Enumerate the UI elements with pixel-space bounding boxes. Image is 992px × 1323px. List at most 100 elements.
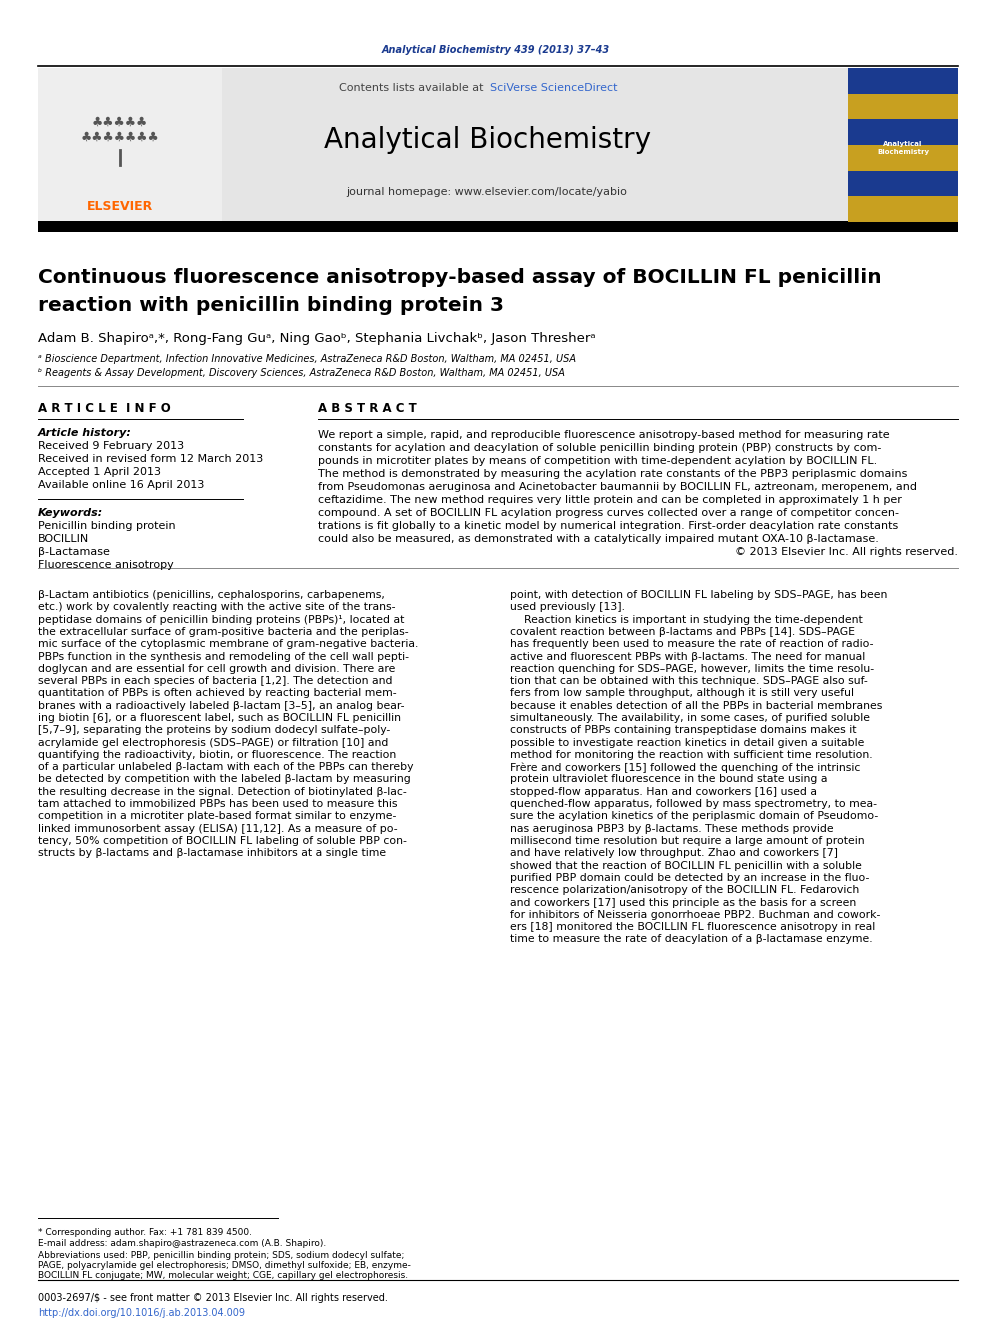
Text: Accepted 1 April 2013: Accepted 1 April 2013 — [38, 467, 161, 478]
Text: * Corresponding author. Fax: +1 781 839 4500.: * Corresponding author. Fax: +1 781 839 … — [38, 1228, 252, 1237]
Text: Keywords:: Keywords: — [38, 508, 103, 519]
Text: peptidase domains of penicillin binding proteins (PBPs)¹, located at: peptidase domains of penicillin binding … — [38, 615, 405, 624]
Text: SciVerse ScienceDirect: SciVerse ScienceDirect — [490, 83, 617, 93]
Text: Received 9 February 2013: Received 9 February 2013 — [38, 441, 185, 451]
Text: of a particular unlabeled β-lactam with each of the PBPs can thereby: of a particular unlabeled β-lactam with … — [38, 762, 414, 773]
Text: several PBPs in each species of bacteria [1,2]. The detection and: several PBPs in each species of bacteria… — [38, 676, 393, 687]
Text: nas aeruginosa PBP3 by β-lactams. These methods provide: nas aeruginosa PBP3 by β-lactams. These … — [510, 824, 833, 833]
Text: Frère and coworkers [15] followed the quenching of the intrinsic: Frère and coworkers [15] followed the qu… — [510, 762, 860, 773]
Bar — [848, 67, 958, 222]
Text: and coworkers [17] used this principle as the basis for a screen: and coworkers [17] used this principle a… — [510, 897, 856, 908]
Text: purified PBP domain could be detected by an increase in the fluo-: purified PBP domain could be detected by… — [510, 873, 869, 882]
Text: A R T I C L E  I N F O: A R T I C L E I N F O — [38, 402, 171, 415]
Text: mic surface of the cytoplasmic membrane of gram-negative bacteria.: mic surface of the cytoplasmic membrane … — [38, 639, 419, 650]
Text: fers from low sample throughput, although it is still very useful: fers from low sample throughput, althoug… — [510, 688, 854, 699]
Text: sure the acylation kinetics of the periplasmic domain of Pseudomo-: sure the acylation kinetics of the perip… — [510, 811, 878, 822]
Text: journal homepage: www.elsevier.com/locate/yabio: journal homepage: www.elsevier.com/locat… — [346, 187, 627, 197]
Bar — [848, 67, 958, 94]
Text: BOCILLIN FL conjugate; MW, molecular weight; CGE, capillary gel electrophoresis.: BOCILLIN FL conjugate; MW, molecular wei… — [38, 1271, 408, 1279]
Text: ᵃ Bioscience Department, Infection Innovative Medicines, AstraZeneca R&D Boston,: ᵃ Bioscience Department, Infection Innov… — [38, 355, 576, 364]
Text: simultaneously. The availability, in some cases, of purified soluble: simultaneously. The availability, in som… — [510, 713, 870, 722]
Text: covalent reaction between β-lactams and PBPs [14]. SDS–PAGE: covalent reaction between β-lactams and … — [510, 627, 855, 636]
Bar — [848, 94, 958, 119]
Text: and have relatively low throughput. Zhao and coworkers [7]: and have relatively low throughput. Zhao… — [510, 848, 838, 859]
Text: ing biotin [6], or a fluorescent label, such as BOCILLIN FL penicillin: ing biotin [6], or a fluorescent label, … — [38, 713, 401, 722]
Text: acrylamide gel electrophoresis (SDS–PAGE) or filtration [10] and: acrylamide gel electrophoresis (SDS–PAGE… — [38, 738, 389, 747]
Text: could also be measured, as demonstrated with a catalytically impaired mutant OXA: could also be measured, as demonstrated … — [318, 534, 879, 544]
Text: Abbreviations used: PBP, penicillin binding protein; SDS, sodium dodecyl sulfate: Abbreviations used: PBP, penicillin bind… — [38, 1252, 405, 1259]
Text: Article history:: Article history: — [38, 429, 132, 438]
Text: ceftazidime. The new method requires very little protein and can be completed in: ceftazidime. The new method requires ver… — [318, 495, 902, 505]
Text: Fluorescence anisotropy: Fluorescence anisotropy — [38, 560, 174, 570]
Text: Adam B. Shapiroᵃ,*, Rong-Fang Guᵃ, Ning Gaoᵇ, Stephania Livchakᵇ, Jason Thresher: Adam B. Shapiroᵃ,*, Rong-Fang Guᵃ, Ning … — [38, 332, 595, 345]
Text: BOCILLIN: BOCILLIN — [38, 534, 89, 544]
Text: point, with detection of BOCILLIN FL labeling by SDS–PAGE, has been: point, with detection of BOCILLIN FL lab… — [510, 590, 888, 601]
Text: tion that can be obtained with this technique. SDS–PAGE also suf-: tion that can be obtained with this tech… — [510, 676, 868, 687]
Text: structs by β-lactams and β-lactamase inhibitors at a single time: structs by β-lactams and β-lactamase inh… — [38, 848, 386, 859]
Text: reaction with penicillin binding protein 3: reaction with penicillin binding protein… — [38, 296, 504, 315]
Text: β-Lactam antibiotics (penicillins, cephalosporins, carbapenems,: β-Lactam antibiotics (penicillins, cepha… — [38, 590, 385, 601]
Text: compound. A set of BOCILLIN FL acylation progress curves collected over a range : compound. A set of BOCILLIN FL acylation… — [318, 508, 899, 519]
Text: has frequently been used to measure the rate of reaction of radio-: has frequently been used to measure the … — [510, 639, 874, 650]
Text: © 2013 Elsevier Inc. All rights reserved.: © 2013 Elsevier Inc. All rights reserved… — [735, 546, 958, 557]
Text: be detected by competition with the labeled β-lactam by measuring: be detected by competition with the labe… — [38, 774, 411, 785]
Text: Analytical Biochemistry: Analytical Biochemistry — [323, 126, 651, 153]
Text: showed that the reaction of BOCILLIN FL penicillin with a soluble: showed that the reaction of BOCILLIN FL … — [510, 860, 862, 871]
Bar — [848, 171, 958, 196]
Text: etc.) work by covalently reacting with the active site of the trans-: etc.) work by covalently reacting with t… — [38, 602, 396, 613]
Text: Penicillin binding protein: Penicillin binding protein — [38, 521, 176, 531]
Text: trations is fit globally to a kinetic model by numerical integration. First-orde: trations is fit globally to a kinetic mo… — [318, 521, 898, 531]
Text: Analytical Biochemistry 439 (2013) 37–43: Analytical Biochemistry 439 (2013) 37–43 — [382, 45, 610, 56]
Text: E-mail address: adam.shapiro@astrazeneca.com (A.B. Shapiro).: E-mail address: adam.shapiro@astrazeneca… — [38, 1240, 326, 1248]
Text: from Pseudomonas aeruginosa and Acinetobacter baumannii by BOCILLIN FL, aztreona: from Pseudomonas aeruginosa and Acinetob… — [318, 482, 917, 492]
Text: ELSEVIER: ELSEVIER — [87, 201, 153, 213]
Text: The method is demonstrated by measuring the acylation rate constants of the PBP3: The method is demonstrated by measuring … — [318, 468, 908, 479]
Text: method for monitoring the reaction with sufficient time resolution.: method for monitoring the reaction with … — [510, 750, 873, 759]
Text: http://dx.doi.org/10.1016/j.ab.2013.04.009: http://dx.doi.org/10.1016/j.ab.2013.04.0… — [38, 1308, 245, 1318]
Text: time to measure the rate of deacylation of a β-lactamase enzyme.: time to measure the rate of deacylation … — [510, 934, 873, 945]
Bar — [222, 67, 848, 222]
Text: quantifying the radioactivity, biotin, or fluorescence. The reaction: quantifying the radioactivity, biotin, o… — [38, 750, 396, 759]
Text: A B S T R A C T: A B S T R A C T — [318, 402, 417, 415]
Text: used previously [13].: used previously [13]. — [510, 602, 625, 613]
Text: rescence polarization/anisotropy of the BOCILLIN FL. Fedarovich: rescence polarization/anisotropy of the … — [510, 885, 859, 896]
Text: tam attached to immobilized PBPs has been used to measure this: tam attached to immobilized PBPs has bee… — [38, 799, 398, 810]
Text: competition in a microtiter plate-based format similar to enzyme-: competition in a microtiter plate-based … — [38, 811, 397, 822]
Text: constructs of PBPs containing transpeptidase domains makes it: constructs of PBPs containing transpepti… — [510, 725, 856, 736]
Bar — [848, 119, 958, 146]
Text: [5,7–9], separating the proteins by sodium dodecyl sulfate–poly-: [5,7–9], separating the proteins by sodi… — [38, 725, 390, 736]
Text: pounds in microtiter plates by means of competition with time-dependent acylatio: pounds in microtiter plates by means of … — [318, 456, 877, 466]
Text: β-Lactamase: β-Lactamase — [38, 546, 110, 557]
Text: active and fluorescent PBPs with β-lactams. The need for manual: active and fluorescent PBPs with β-lacta… — [510, 651, 865, 662]
Text: ♣♣♣♣♣
♣♣♣♣♣♣♣: ♣♣♣♣♣ ♣♣♣♣♣♣♣ — [80, 116, 160, 144]
Text: tency, 50% competition of BOCILLIN FL labeling of soluble PBP con-: tency, 50% competition of BOCILLIN FL la… — [38, 836, 407, 845]
Bar — [848, 196, 958, 222]
Text: constants for acylation and deacylation of soluble penicillin binding protein (P: constants for acylation and deacylation … — [318, 443, 881, 452]
Bar — [848, 146, 958, 171]
Text: ᵇ Reagents & Assay Development, Discovery Sciences, AstraZeneca R&D Boston, Walt: ᵇ Reagents & Assay Development, Discover… — [38, 368, 564, 378]
Text: millisecond time resolution but require a large amount of protein: millisecond time resolution but require … — [510, 836, 865, 845]
Bar — [38, 67, 222, 222]
Text: protein ultraviolet fluorescence in the bound state using a: protein ultraviolet fluorescence in the … — [510, 774, 827, 785]
Text: the extracellular surface of gram-positive bacteria and the periplas-: the extracellular surface of gram-positi… — [38, 627, 409, 636]
Text: 0003-2697/$ - see front matter © 2013 Elsevier Inc. All rights reserved.: 0003-2697/$ - see front matter © 2013 El… — [38, 1293, 388, 1303]
Text: reaction quenching for SDS–PAGE, however, limits the time resolu-: reaction quenching for SDS–PAGE, however… — [510, 664, 874, 673]
Text: for inhibitors of Neisseria gonorrhoeae PBP2. Buchman and cowork-: for inhibitors of Neisseria gonorrhoeae … — [510, 910, 880, 919]
Text: possible to investigate reaction kinetics in detail given a suitable: possible to investigate reaction kinetic… — [510, 738, 864, 747]
Text: because it enables detection of all the PBPs in bacterial membranes: because it enables detection of all the … — [510, 701, 882, 710]
Text: PBPs function in the synthesis and remodeling of the cell wall pepti-: PBPs function in the synthesis and remod… — [38, 651, 409, 662]
Text: Reaction kinetics is important in studying the time-dependent: Reaction kinetics is important in studyi… — [510, 615, 863, 624]
Text: stopped-flow apparatus. Han and coworkers [16] used a: stopped-flow apparatus. Han and coworker… — [510, 787, 817, 796]
Text: PAGE, polyacrylamide gel electrophoresis; DMSO, dimethyl sulfoxide; EB, enzyme-: PAGE, polyacrylamide gel electrophoresis… — [38, 1261, 411, 1270]
Text: Available online 16 April 2013: Available online 16 April 2013 — [38, 480, 204, 490]
Text: Received in revised form 12 March 2013: Received in revised form 12 March 2013 — [38, 454, 263, 464]
Text: quantitation of PBPs is often achieved by reacting bacterial mem-: quantitation of PBPs is often achieved b… — [38, 688, 397, 699]
Text: branes with a radioactively labeled β-lactam [3–5], an analog bear-: branes with a radioactively labeled β-la… — [38, 701, 405, 710]
Text: Analytical
Biochemistry: Analytical Biochemistry — [877, 142, 930, 155]
Text: Continuous fluorescence anisotropy-based assay of BOCILLIN FL penicillin: Continuous fluorescence anisotropy-based… — [38, 269, 882, 287]
Bar — [38, 221, 958, 232]
Text: the resulting decrease in the signal. Detection of biotinylated β-lac-: the resulting decrease in the signal. De… — [38, 787, 407, 796]
Text: We report a simple, rapid, and reproducible fluorescence anisotropy-based method: We report a simple, rapid, and reproduci… — [318, 430, 890, 441]
Text: ers [18] monitored the BOCILLIN FL fluorescence anisotropy in real: ers [18] monitored the BOCILLIN FL fluor… — [510, 922, 875, 933]
Text: Contents lists available at: Contents lists available at — [339, 83, 487, 93]
